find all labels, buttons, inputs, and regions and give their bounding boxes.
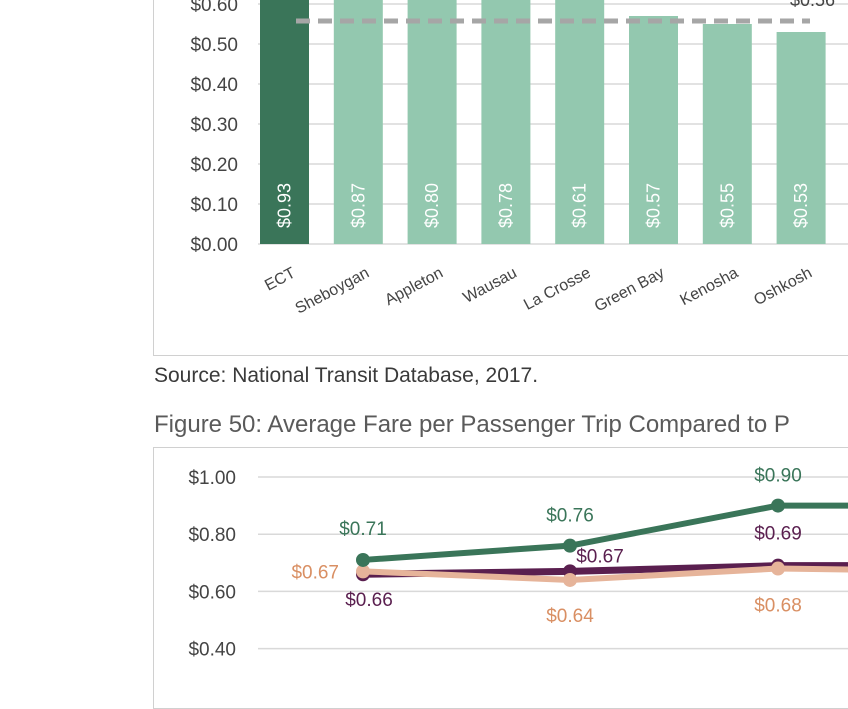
bar-category-label: Oshkosh [751,265,815,310]
bar-data-label: $0.61 [570,183,590,228]
bar-ytick-label: $0.40 [190,75,238,96]
bar-data-label: $0.53 [791,183,811,228]
line-point [563,538,577,553]
bar [776,32,826,244]
bar-category-label: Kenosha [677,264,741,309]
charts-canvas: $0.00 $0.10 $0.20 $0.30 $0.40 $0.50 $0.60 $0.93… [188,0,848,661]
bar-category-label: Wausau [460,265,519,307]
bar [260,0,309,244]
bar-ytick-label: $0.00 [190,235,238,256]
bar-ytick-label: $0.30 [190,115,238,136]
bar-ytick-label: $0.50 [190,35,238,56]
bar-ytick-label: $0.60 [190,0,238,16]
line-data-label: $0.71 [339,519,387,540]
bar-data-label: $0.55 [717,183,737,228]
bar-data-label: $0.78 [496,183,516,228]
bar-category-label: La Crosse [521,264,593,313]
bar [407,0,457,244]
bar-ytick-label: $0.20 [190,155,238,176]
bar [629,16,678,244]
figure-50-title: Figure 50: Average Fare per Passenger Tr… [154,411,790,438]
bar [481,0,531,244]
average-reference-label: $0.56 [790,0,835,10]
line-point [356,552,370,567]
line-point [771,498,785,513]
line-point [771,561,785,576]
line-point [563,572,577,587]
source-note: Source: National Transit Database, 2017. [154,364,539,387]
bar-category-label: ECT [262,264,298,294]
bar-ytick-label: $0.10 [190,195,238,216]
bar-data-label: $0.87 [348,183,368,228]
bar [555,0,605,244]
line-series [362,502,848,563]
bar-data-label: $0.57 [644,183,664,228]
line-point [356,564,370,579]
bar-category-label: Sheboygan [293,265,372,318]
line-data-label: $0.68 [754,596,802,617]
line-data-label: $0.69 [754,524,802,545]
line-ytick-label: $1.00 [188,468,236,489]
line-ytick-label: $0.80 [188,525,236,546]
line-ytick-label: $0.60 [188,582,236,603]
bar-data-label: $0.93 [275,183,295,228]
line-data-label: $0.67 [576,546,624,567]
line-data-label: $0.64 [546,606,594,627]
line-data-label: $0.90 [754,466,802,487]
line-series [362,565,848,583]
line-data-label: $0.76 [546,506,594,527]
line-data-label: $0.67 [291,562,339,583]
bar-data-label: $0.80 [422,183,442,228]
bar-category-label: Appleton [382,265,446,310]
line-data-label: $0.66 [345,590,393,611]
bar-category-label: Green Bay [592,265,668,316]
bar [333,0,383,244]
line-ytick-label: $0.40 [188,640,236,661]
bar [702,24,752,244]
